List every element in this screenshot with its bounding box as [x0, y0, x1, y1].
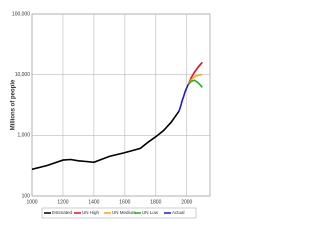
- legend-label: UN Low: [142, 210, 159, 215]
- legend-label: UN High: [82, 210, 100, 215]
- y-tick-label: 100: [22, 193, 31, 199]
- plot-area: [31, 13, 211, 197]
- chart: Millions of people 100 1,000 10,000 100,000…: [11, 11, 211, 219]
- legend-label: Actual: [172, 210, 185, 215]
- y-tick-label: 1,000: [17, 133, 30, 139]
- legend-label: UN Medium: [112, 210, 136, 215]
- y-tick-label: 100,000: [12, 11, 30, 17]
- legend-label: Estimated: [52, 210, 73, 215]
- series-line: [178, 84, 190, 112]
- x-tick-label: 1800: [150, 199, 161, 205]
- x-tick-label: 1000: [26, 199, 37, 205]
- legend-box: [41, 207, 197, 219]
- y-tick-label: 10,000: [15, 72, 31, 78]
- x-tick-label: 2000: [181, 199, 192, 205]
- series-line: [31, 110, 180, 171]
- x-tick-label: 1400: [88, 199, 99, 205]
- y-axis-label: Millions of people: [11, 79, 17, 130]
- x-tick-label: 1600: [119, 199, 130, 205]
- x-tick-label: 1200: [57, 199, 68, 205]
- series-line: [187, 79, 203, 88]
